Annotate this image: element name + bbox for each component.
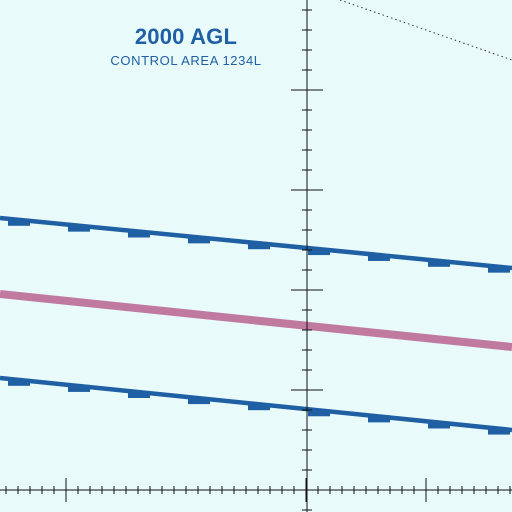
boundary-tooth: [188, 397, 210, 405]
boundary-tooth: [488, 265, 510, 273]
lower-airspace-boundary: [0, 375, 512, 435]
boundary-tooth: [488, 427, 510, 435]
airway-line: [0, 290, 512, 351]
control-area-label: CONTROL AREA 1234L: [110, 53, 262, 68]
boundary-tooth: [368, 415, 390, 423]
boundary-tooth: [428, 421, 450, 429]
boundary-tooth: [8, 218, 30, 226]
boundary-tooth: [188, 236, 210, 244]
boundary-tooth: [68, 224, 90, 232]
upper-airspace-boundary: [0, 215, 512, 273]
boundary-tooth: [8, 378, 30, 386]
boundary-tooth: [308, 248, 330, 256]
boundary-tooth: [368, 253, 390, 261]
dotted-boundary-line: [339, 0, 512, 61]
boundary-tooth: [248, 403, 270, 411]
boundary-tooth: [128, 391, 150, 398]
parallel-graticule: [0, 478, 512, 502]
airspace-floor-label: 2000 AGL: [134, 24, 238, 49]
boundary-tooth: [428, 259, 450, 267]
boundary-tooth: [248, 242, 270, 250]
boundary-tooth: [308, 409, 330, 417]
boundary-tooth: [128, 230, 150, 238]
boundary-tooth: [68, 384, 90, 392]
meridian-graticule: [291, 0, 323, 512]
